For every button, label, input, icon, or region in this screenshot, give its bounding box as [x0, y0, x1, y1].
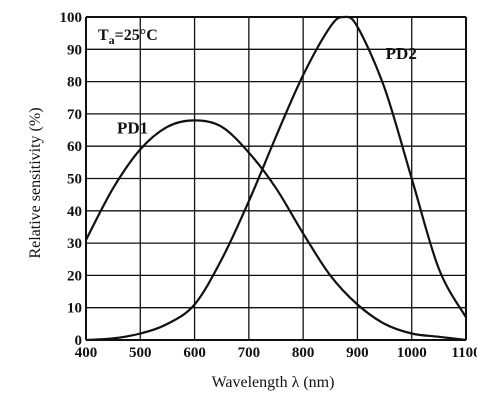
- temperature-annotation: Ta=25°C: [98, 27, 158, 47]
- x-tick-label: 600: [183, 345, 206, 361]
- y-tick-label: 70: [67, 107, 82, 123]
- series-line-pd2: [85, 15, 467, 342]
- x-axis-title: Wavelength λ (nm): [212, 374, 335, 391]
- x-tick-label: 700: [238, 345, 261, 361]
- x-tick-labels: 400 500 600 700 800 900 1000 1100: [75, 345, 477, 361]
- x-tick-label: 900: [346, 345, 369, 361]
- x-tick-label: 500: [129, 345, 152, 361]
- y-tick-label: 0: [75, 333, 83, 349]
- series-label-pd2: PD2: [386, 44, 417, 63]
- y-tick-label: 50: [67, 172, 82, 188]
- y-tick-label: 100: [60, 10, 83, 26]
- annotation-rest: =25°C: [115, 27, 158, 44]
- x-tick-label: 400: [75, 345, 98, 361]
- series-label-pd1: PD1: [117, 118, 148, 137]
- y-axis-title: Relative sensitivity (%): [27, 107, 44, 258]
- grid: [85, 16, 467, 341]
- series-line-pd1: [85, 119, 467, 342]
- y-tick-label: 10: [67, 301, 82, 317]
- y-tick-labels: 0 10 20 30 40 50 60 70 80 90 100: [60, 10, 83, 349]
- y-tick-label: 60: [67, 139, 82, 155]
- y-tick-label: 30: [67, 236, 82, 252]
- annotation-base: T: [98, 27, 109, 44]
- y-tick-label: 40: [67, 204, 82, 220]
- y-tick-label: 80: [67, 75, 82, 91]
- y-tick-label: 20: [67, 268, 82, 284]
- x-tick-label: 1000: [397, 345, 427, 361]
- x-tick-label: 800: [292, 345, 315, 361]
- annotation-subscript: a: [109, 33, 115, 47]
- x-tick-label: 1100: [451, 345, 477, 361]
- y-tick-label: 90: [67, 42, 82, 58]
- series-lines: [85, 15, 467, 342]
